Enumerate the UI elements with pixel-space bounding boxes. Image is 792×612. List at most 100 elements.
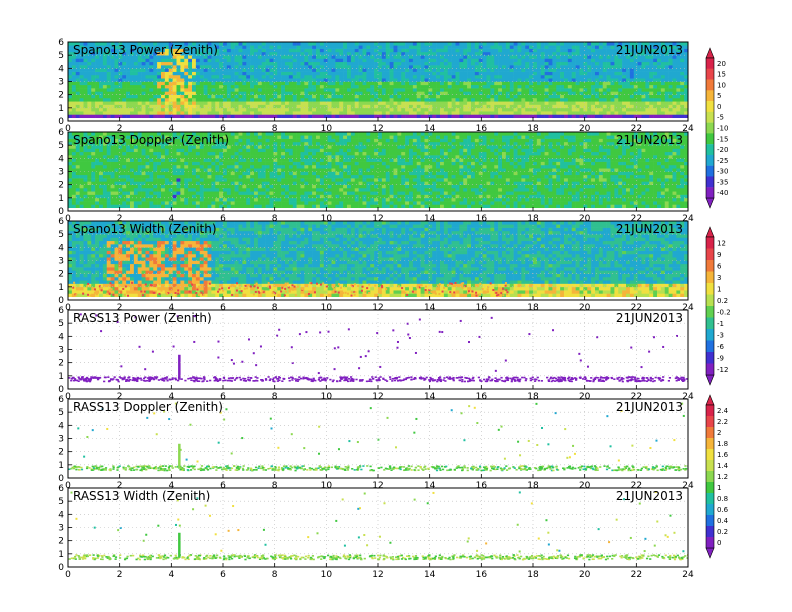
heat-cell [401, 104, 406, 109]
heat-cell [494, 81, 499, 86]
heat-cell [234, 84, 239, 89]
heat-cell [122, 68, 127, 72]
heat-cell [168, 51, 173, 56]
heat-cell [664, 104, 669, 109]
heat-cell [137, 178, 142, 182]
heat-cell [199, 141, 204, 146]
heat-cell [509, 107, 514, 112]
heat-cell [149, 71, 154, 76]
heat-cell [389, 48, 394, 53]
heat-cell [118, 55, 123, 59]
heat-cell [482, 74, 487, 79]
heat-cell [637, 91, 642, 95]
heat-cell [95, 65, 100, 69]
heat-cell [230, 101, 235, 105]
heat-cell [281, 94, 286, 99]
heat-cell [335, 107, 340, 112]
heat-cell [598, 88, 604, 92]
heat-cell [591, 42, 596, 46]
heat-cell [269, 194, 274, 199]
heat-cell [83, 141, 88, 146]
heat-cell [226, 194, 232, 199]
heat-cell [149, 132, 154, 136]
heat-cell [618, 74, 623, 79]
heat-cell [664, 48, 669, 53]
heat-cell [180, 61, 185, 66]
heat-cell [180, 45, 185, 49]
heat-cell [409, 65, 414, 69]
heat-cell [436, 51, 441, 56]
heat-cell [149, 88, 154, 92]
heat-cell [250, 111, 255, 115]
heat-cell [443, 111, 449, 115]
heat-cell [463, 45, 468, 49]
heat-cell [595, 91, 600, 95]
heat-cell [234, 94, 239, 99]
heat-cell [610, 114, 615, 119]
heat-cell [99, 71, 104, 76]
heat-cell [180, 65, 185, 69]
heat-cell [486, 51, 491, 56]
heat-cell [234, 184, 239, 189]
x-tick-label: 16 [476, 124, 488, 134]
heat-cell [292, 88, 297, 92]
heat-cell [308, 65, 313, 69]
heat-cell [579, 97, 584, 102]
heat-cell [579, 58, 584, 63]
heat-cell [629, 55, 635, 59]
heat-cell [680, 88, 685, 92]
heat-cell [285, 55, 290, 59]
heat-cell [234, 158, 239, 162]
heat-cell [343, 104, 348, 109]
heat-cell [319, 58, 325, 63]
heat-cell [254, 161, 259, 166]
heat-cell [292, 78, 297, 82]
heat-cell [161, 135, 166, 139]
heat-cell [633, 58, 638, 63]
heat-cell [471, 65, 476, 69]
heat-cell [629, 91, 635, 95]
heat-cell [587, 104, 592, 109]
heat-cell [207, 55, 212, 59]
heat-cell [91, 135, 96, 139]
heat-cell [471, 88, 476, 92]
heat-cell [83, 88, 88, 92]
heat-cell [552, 104, 557, 109]
heat-cell [149, 135, 154, 139]
heat-cell [467, 74, 472, 79]
heat-cell [83, 164, 88, 169]
heat-cell [412, 42, 418, 46]
heat-cell [211, 178, 216, 182]
heat-cell [133, 132, 139, 136]
heat-cell [296, 61, 301, 66]
heat-cell [126, 132, 131, 136]
heat-cell [684, 78, 688, 82]
heat-cell [188, 151, 193, 156]
heat-cell [223, 181, 228, 185]
heat-cell [606, 68, 611, 72]
heat-cell [172, 161, 177, 166]
heat-cell [83, 71, 88, 76]
heat-cell [509, 55, 514, 59]
heat-cell [195, 148, 201, 153]
heat-cell [443, 74, 449, 79]
heat-cell [110, 71, 115, 76]
heat-cell [591, 71, 596, 76]
heat-cell [564, 45, 569, 49]
heat-cell [261, 101, 266, 105]
heat-cell [443, 61, 449, 66]
heat-cell [591, 55, 596, 59]
heat-cell [122, 55, 127, 59]
heat-cell [610, 61, 615, 66]
heat-cell [281, 88, 286, 92]
heat-cell [122, 91, 127, 95]
heat-cell [269, 161, 274, 166]
heat-cell [587, 71, 592, 76]
heat-cell [137, 158, 142, 162]
heat-cell [366, 101, 371, 105]
heat-cell [95, 145, 100, 149]
heat-cell [269, 68, 274, 72]
heat-cell [99, 201, 104, 205]
heat-cell [676, 107, 681, 112]
heat-cell [172, 168, 177, 172]
